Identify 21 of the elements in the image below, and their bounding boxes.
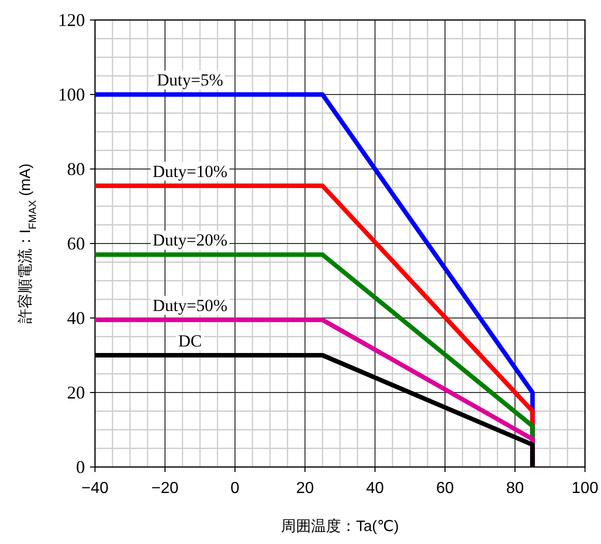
series-label: Duty=5% (156, 70, 224, 90)
series-label: Duty=10% (152, 162, 228, 181)
x-axis-title: 周囲温度：Ta(℃) (281, 518, 399, 535)
y-tick-label: 120 (58, 10, 85, 30)
x-tick-label: 0 (230, 480, 240, 497)
y-tick-label: 40 (67, 308, 85, 328)
x-tick-label: 60 (436, 480, 454, 497)
series-label: Duty=20% (152, 230, 228, 250)
x-tick-label: 40 (366, 480, 384, 497)
x-tick-label: 100 (572, 480, 598, 497)
series-label: DC (178, 331, 202, 350)
y-tick-label: 80 (67, 159, 85, 179)
series-label: Duty=50% (152, 296, 228, 315)
y-tick-label: 60 (67, 234, 85, 254)
x-tick-label: 80 (506, 480, 524, 497)
x-tick-label: −20 (151, 480, 179, 497)
x-tick-label: −40 (81, 480, 109, 497)
x-tick-label: 20 (296, 480, 314, 497)
y-tick-label: 100 (58, 84, 85, 104)
y-tick-label: 20 (67, 382, 85, 402)
y-tick-label: 0 (76, 457, 85, 477)
